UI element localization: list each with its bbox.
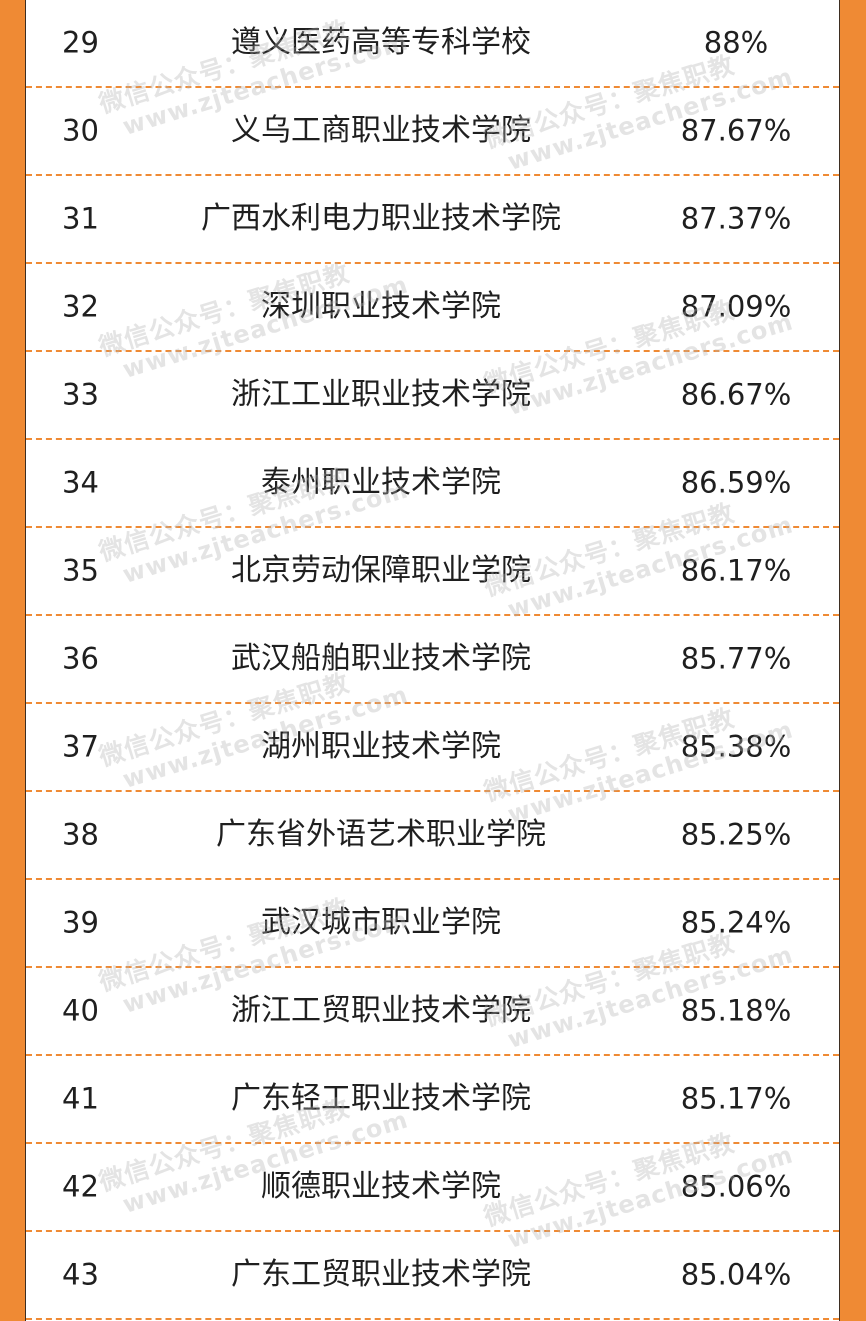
table-row: 43 广东工贸职业技术学院 85.04% [26,1232,839,1320]
school-name-cell: 顺德职业技术学院 [261,1169,501,1204]
school-name-cell: 武汉船舶职业技术学院 [231,641,531,676]
rank-cell: 38 [62,817,99,852]
rate-cell: 85.77% [680,641,792,676]
ranking-table: 29 遵义医药高等专科学校 88% 30 义乌工商职业技术学院 87.67% 3… [25,0,840,1321]
rank-cell: 34 [62,465,99,500]
rate-cell: 85.25% [680,817,792,852]
rank-cell: 41 [62,1081,99,1116]
table-row: 33 浙江工业职业技术学院 86.67% [26,352,839,440]
rank-cell: 43 [62,1257,99,1292]
table-row: 38 广东省外语艺术职业学院 85.25% [26,792,839,880]
rate-cell: 87.37% [680,201,792,236]
rate-cell: 85.06% [680,1169,792,1204]
table-row: 37 湖州职业技术学院 85.38% [26,704,839,792]
table-row: 29 遵义医药高等专科学校 88% [26,0,839,88]
school-name-cell: 广东轻工职业技术学院 [231,1081,531,1116]
rate-cell: 85.04% [680,1257,792,1292]
table-row: 35 北京劳动保障职业学院 86.17% [26,528,839,616]
rate-cell: 86.67% [680,377,792,412]
table-row: 36 武汉船舶职业技术学院 85.77% [26,616,839,704]
rank-cell: 36 [62,641,99,676]
school-name-cell: 深圳职业技术学院 [261,289,501,324]
table-row: 32 深圳职业技术学院 87.09% [26,264,839,352]
rank-cell: 37 [62,729,99,764]
rank-cell: 31 [62,201,99,236]
school-name-cell: 广东省外语艺术职业学院 [216,817,546,852]
rate-cell: 87.67% [680,113,792,148]
rate-cell: 86.59% [680,465,792,500]
rank-cell: 35 [62,553,99,588]
school-name-cell: 浙江工贸职业技术学院 [231,993,531,1028]
table-row: 39 武汉城市职业学院 85.24% [26,880,839,968]
school-name-cell: 湖州职业技术学院 [261,729,501,764]
rate-cell: 87.09% [680,289,792,324]
school-name-cell: 义乌工商职业技术学院 [231,113,531,148]
rate-cell: 85.24% [680,905,792,940]
school-name-cell: 浙江工业职业技术学院 [231,377,531,412]
table-row: 42 顺德职业技术学院 85.06% [26,1144,839,1232]
school-name-cell: 广西水利电力职业技术学院 [201,201,561,236]
rate-cell: 85.38% [680,729,792,764]
rank-cell: 42 [62,1169,99,1204]
rank-cell: 29 [62,25,99,60]
rate-cell: 86.17% [680,553,792,588]
school-name-cell: 北京劳动保障职业学院 [231,553,531,588]
table-row: 41 广东轻工职业技术学院 85.17% [26,1056,839,1144]
table-row: 31 广西水利电力职业技术学院 87.37% [26,176,839,264]
rank-cell: 30 [62,113,99,148]
school-name-cell: 泰州职业技术学院 [261,465,501,500]
rate-cell: 85.18% [680,993,792,1028]
rank-cell: 33 [62,377,99,412]
rank-cell: 32 [62,289,99,324]
rank-cell: 40 [62,993,99,1028]
rate-cell: 85.17% [680,1081,792,1116]
table-row: 30 义乌工商职业技术学院 87.67% [26,88,839,176]
rank-cell: 39 [62,905,99,940]
school-name-cell: 武汉城市职业学院 [261,905,501,940]
table-row: 34 泰州职业技术学院 86.59% [26,440,839,528]
table-rows: 29 遵义医药高等专科学校 88% 30 义乌工商职业技术学院 87.67% 3… [26,0,839,1320]
school-name-cell: 广东工贸职业技术学院 [231,1257,531,1292]
school-name-cell: 遵义医药高等专科学校 [231,25,531,60]
table-row: 40 浙江工贸职业技术学院 85.18% [26,968,839,1056]
rate-cell: 88% [703,25,769,60]
